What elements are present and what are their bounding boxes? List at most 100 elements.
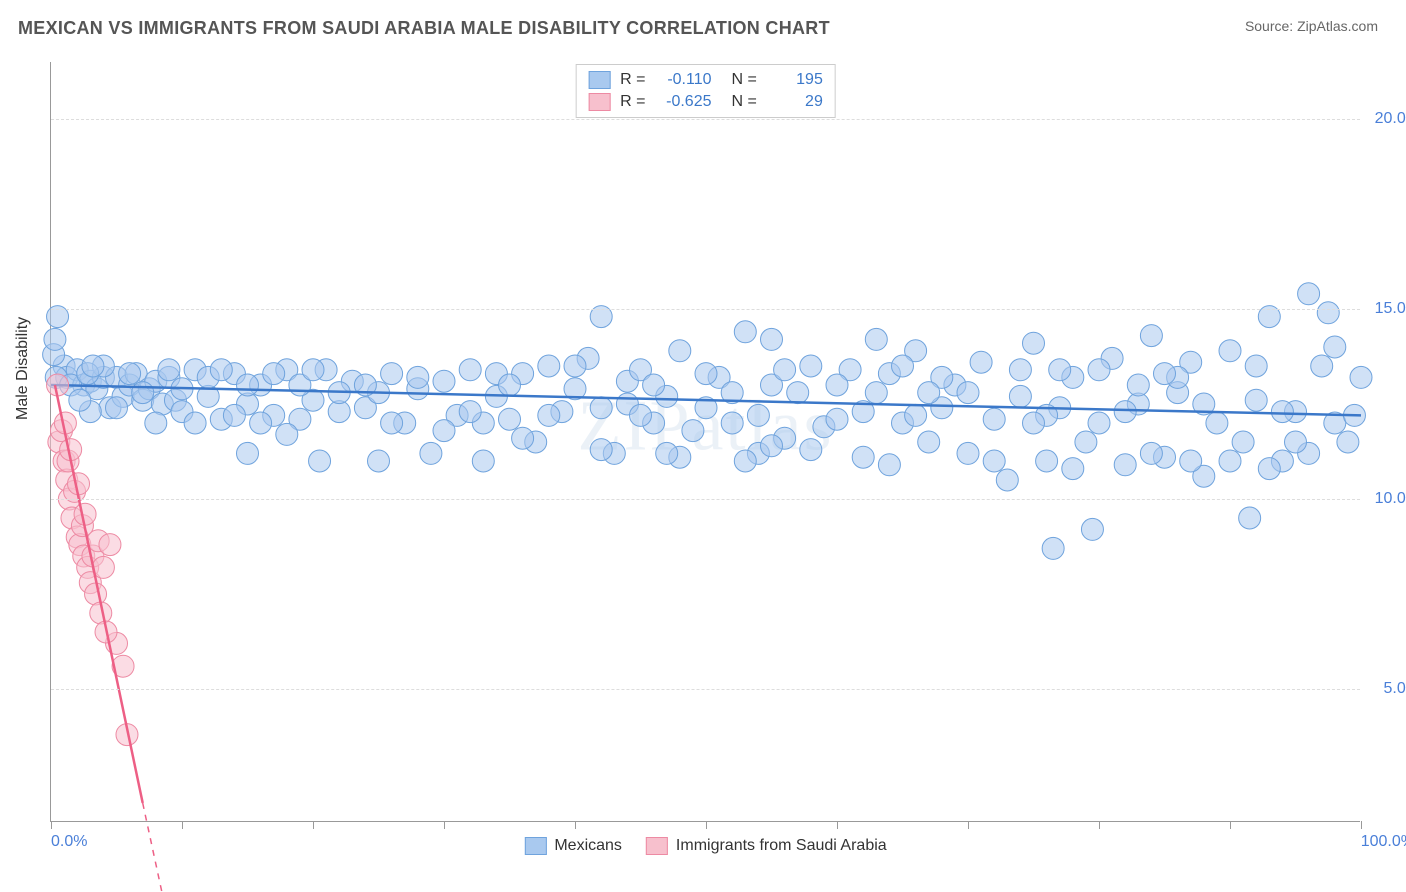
data-point-mexicans <box>1081 518 1103 540</box>
legend-swatch <box>524 837 546 855</box>
data-point-mexicans <box>309 450 331 472</box>
x-tick <box>575 821 576 829</box>
data-point-mexicans <box>145 412 167 434</box>
data-point-mexicans <box>892 355 914 377</box>
data-point-mexicans <box>983 408 1005 430</box>
trend-line-saudi <box>55 385 143 803</box>
data-point-mexicans <box>1088 412 1110 434</box>
x-tick <box>1361 821 1362 829</box>
data-point-mexicans <box>1239 507 1261 529</box>
data-point-mexicans <box>1140 442 1162 464</box>
data-point-mexicans <box>1206 412 1228 434</box>
n-value: 29 <box>767 93 823 111</box>
y-axis-label: Male Disability <box>14 317 32 420</box>
data-point-mexicans <box>499 408 521 430</box>
data-point-mexicans <box>512 427 534 449</box>
data-point-mexicans <box>250 412 272 434</box>
data-point-mexicans <box>682 420 704 442</box>
data-point-mexicans <box>237 374 259 396</box>
n-label: N = <box>732 93 757 111</box>
legend-series-label: Mexicans <box>554 837 622 855</box>
data-point-mexicans <box>210 359 232 381</box>
data-point-mexicans <box>1042 537 1064 559</box>
r-label: R = <box>620 71 645 89</box>
data-point-mexicans <box>1311 355 1333 377</box>
data-point-mexicans <box>1324 336 1346 358</box>
data-point-mexicans <box>1337 431 1359 453</box>
x-tick <box>1230 821 1231 829</box>
data-point-mexicans <box>590 439 612 461</box>
data-point-mexicans <box>223 404 245 426</box>
data-point-mexicans <box>1127 374 1149 396</box>
data-point-mexicans <box>538 404 560 426</box>
data-point-mexicans <box>630 404 652 426</box>
data-point-mexicans <box>957 382 979 404</box>
x-tick <box>1099 821 1100 829</box>
data-point-mexicans <box>381 412 403 434</box>
data-point-mexicans <box>1062 458 1084 480</box>
data-point-mexicans <box>459 401 481 423</box>
data-point-mexicans <box>106 397 128 419</box>
data-point-mexicans <box>1350 366 1372 388</box>
x-tick <box>444 821 445 829</box>
data-point-mexicans <box>669 340 691 362</box>
data-point-mexicans <box>983 450 1005 472</box>
data-point-mexicans <box>420 442 442 464</box>
data-point-mexicans <box>158 359 180 381</box>
data-point-mexicans <box>643 374 665 396</box>
correlation-legend: R =-0.110N =195R =-0.625N =29 <box>575 64 836 118</box>
data-point-mexicans <box>276 423 298 445</box>
data-point-mexicans <box>1258 458 1280 480</box>
data-point-mexicans <box>69 389 91 411</box>
data-point-mexicans <box>774 359 796 381</box>
data-point-mexicans <box>957 442 979 464</box>
data-point-mexicans <box>1219 340 1241 362</box>
data-point-mexicans <box>826 374 848 396</box>
legend-series-item: Immigrants from Saudi Arabia <box>646 837 887 855</box>
y-tick-label: 10.0% <box>1375 490 1406 508</box>
data-point-mexicans <box>1232 431 1254 453</box>
data-point-mexicans <box>1154 363 1176 385</box>
data-point-mexicans <box>1088 359 1110 381</box>
gridline-h <box>51 309 1360 310</box>
data-point-mexicans <box>865 382 887 404</box>
data-point-mexicans <box>1023 412 1045 434</box>
data-point-mexicans <box>996 469 1018 491</box>
data-point-mexicans <box>237 442 259 464</box>
data-point-mexicans <box>1049 359 1071 381</box>
data-point-mexicans <box>119 363 141 385</box>
n-label: N = <box>732 71 757 89</box>
data-point-mexicans <box>1245 389 1267 411</box>
y-tick-label: 5.0% <box>1384 680 1406 698</box>
legend-swatch <box>646 837 668 855</box>
data-point-mexicans <box>1245 355 1267 377</box>
trend-line-ext-saudi <box>143 803 209 892</box>
data-point-mexicans <box>184 412 206 434</box>
data-point-mexicans <box>132 382 154 404</box>
data-point-mexicans <box>590 397 612 419</box>
data-point-mexicans <box>407 366 429 388</box>
data-point-mexicans <box>918 382 940 404</box>
data-point-mexicans <box>970 351 992 373</box>
data-point-mexicans <box>1317 302 1339 324</box>
r-value: -0.110 <box>656 71 712 89</box>
gridline-h <box>51 499 1360 500</box>
x-tick-label: 100.0% <box>1361 833 1406 851</box>
data-point-mexicans <box>1114 454 1136 476</box>
legend-series-label: Immigrants from Saudi Arabia <box>676 837 887 855</box>
r-value: -0.625 <box>656 93 712 111</box>
data-point-mexicans <box>761 435 783 457</box>
data-point-mexicans <box>800 355 822 377</box>
x-tick <box>706 821 707 829</box>
data-point-mexicans <box>1285 431 1307 453</box>
legend-swatch <box>588 93 610 111</box>
data-point-mexicans <box>472 450 494 472</box>
data-point-mexicans <box>499 374 521 396</box>
legend-swatch <box>588 71 610 89</box>
data-point-mexicans <box>1140 325 1162 347</box>
x-tick <box>51 821 52 829</box>
data-point-mexicans <box>459 359 481 381</box>
data-point-saudi <box>85 583 107 605</box>
data-point-mexicans <box>787 382 809 404</box>
data-point-mexicans <box>656 442 678 464</box>
